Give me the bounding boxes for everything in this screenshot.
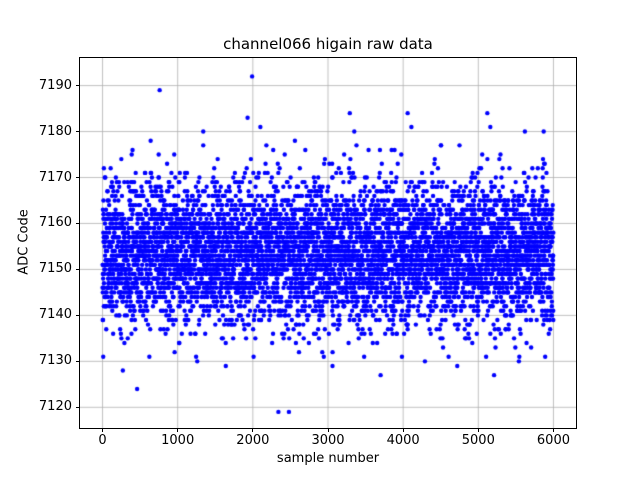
- x-tick-label: 4000: [386, 433, 420, 448]
- y-tickmark: [76, 85, 80, 87]
- chart-title: channel066 higain raw data: [223, 35, 433, 53]
- x-tick-label: 3000: [311, 433, 345, 448]
- y-tick-label: 7120: [38, 399, 72, 415]
- x-tickmark: [252, 428, 254, 432]
- y-tickmark: [76, 177, 80, 178]
- x-axis-label: sample number: [276, 451, 380, 466]
- y-tickmark: [76, 360, 80, 362]
- x-tick-label: 6000: [536, 433, 570, 448]
- x-tickmark: [177, 428, 179, 432]
- y-tickmark: [76, 222, 80, 224]
- x-tick-label: 0: [98, 433, 107, 448]
- scatter-canvas: [80, 58, 576, 428]
- y-tick-label: 7140: [38, 307, 72, 323]
- y-tickmark: [76, 268, 80, 270]
- x-tickmark: [327, 428, 329, 432]
- y-tick-label: 7130: [38, 353, 72, 369]
- y-tick-label: 7190: [38, 77, 72, 93]
- y-tickmark: [76, 131, 80, 133]
- x-tick-label: 1000: [161, 433, 195, 448]
- x-tickmark: [102, 428, 104, 432]
- x-tick-label: 2000: [236, 433, 270, 448]
- plot-area: [79, 57, 577, 429]
- x-tickmark: [402, 428, 404, 432]
- y-tick-label: 7150: [38, 261, 72, 277]
- y-tick-label: 7170: [38, 169, 72, 185]
- y-tick-label: 7180: [38, 123, 72, 139]
- y-tickmark: [76, 406, 80, 408]
- y-tick-label: 7160: [38, 215, 72, 231]
- x-tickmark: [477, 428, 479, 432]
- x-tick-label: 5000: [461, 433, 495, 448]
- x-tickmark: [552, 428, 554, 432]
- y-tickmark: [76, 314, 80, 316]
